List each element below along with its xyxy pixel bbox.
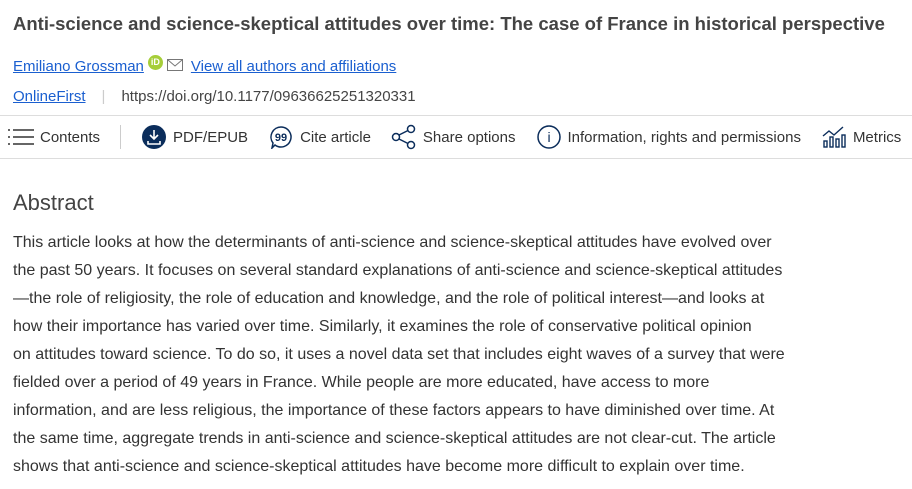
menu-icon <box>8 124 34 150</box>
author-link[interactable]: Emiliano Grossman <box>13 58 144 75</box>
pdf-epub-button[interactable]: PDF/EPUB <box>141 124 248 150</box>
info-icon: i <box>536 124 562 150</box>
quote-icon: 99 <box>268 124 294 150</box>
abstract-heading: Abstract <box>13 190 94 215</box>
contents-button[interactable]: Contents <box>8 124 100 150</box>
divider <box>120 125 122 149</box>
share-options-label: Share options <box>422 128 516 146</box>
abstract-line: how their importance has varied over tim… <box>13 318 752 335</box>
share-options-button[interactable]: Share options <box>391 124 516 150</box>
article-title: Anti-science and science-skeptical attit… <box>13 13 885 34</box>
author-line: Emiliano Grossman iD View all authors an… <box>13 55 397 75</box>
information-rights-label: Information, rights and permissions <box>567 128 801 146</box>
metrics-button[interactable]: Metrics <box>821 124 901 150</box>
doi-text[interactable]: https://doi.org/10.1177/0963662525132033… <box>121 88 416 105</box>
abstract-line: This article looks at how the determinan… <box>13 234 772 251</box>
svg-text:99: 99 <box>275 132 287 144</box>
share-icon <box>391 124 417 150</box>
article-toolbar: Contents PDF/EPUB 99 Cite article Share … <box>0 115 912 159</box>
contents-label: Contents <box>40 128 101 146</box>
abstract-line: information, and are less religious, the… <box>13 402 775 419</box>
mail-icon[interactable] <box>166 58 183 75</box>
download-icon <box>141 124 167 150</box>
metrics-label: Metrics <box>852 128 902 146</box>
abstract-line: fielded over a period of 49 years in Fra… <box>13 374 710 391</box>
abstract-line: the past 50 years. It focuses on several… <box>13 262 783 279</box>
abstract-text: This article looks at how the determinan… <box>13 229 785 481</box>
svg-text:i: i <box>547 129 550 145</box>
view-all-authors-link[interactable]: View all authors and affiliations <box>190 58 397 75</box>
cite-article-button[interactable]: 99 Cite article <box>268 124 371 150</box>
publication-meta: OnlineFirst | https://doi.org/10.1177/09… <box>13 88 416 105</box>
abstract-line: shows that anti-science and science-skep… <box>13 458 745 475</box>
abstract-line: the same time, aggregate trends in anti-… <box>13 430 776 447</box>
information-rights-button[interactable]: i Information, rights and permissions <box>536 124 801 150</box>
pdf-epub-label: PDF/EPUB <box>173 128 249 146</box>
onlinefirst-link[interactable]: OnlineFirst <box>13 88 86 105</box>
orcid-icon[interactable]: iD <box>147 55 163 70</box>
metrics-icon <box>821 124 847 150</box>
divider: | <box>101 88 106 105</box>
abstract-line: —the role of religiosity, the role of ed… <box>13 290 765 307</box>
abstract-line: on attitudes toward science. To do so, i… <box>13 346 785 363</box>
cite-article-label: Cite article <box>300 128 371 146</box>
